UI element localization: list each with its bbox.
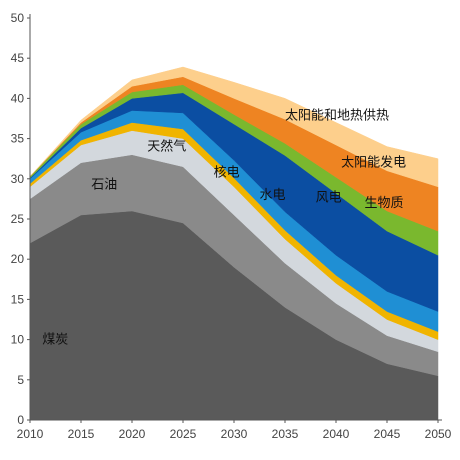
x-tick-label: 2015	[68, 427, 95, 441]
series-label: 太阳能发电	[341, 155, 406, 171]
x-tick-label: 2050	[425, 427, 452, 441]
series-label: 太阳能和地热供热	[285, 108, 389, 123]
x-tick-label: 2035	[272, 427, 299, 441]
area-series-8	[29, 66, 439, 188]
series-label: 天然气	[147, 139, 186, 155]
series-label: 生物质	[365, 196, 404, 211]
y-tick-label: 15	[11, 292, 25, 306]
y-tick-label: 20	[11, 252, 25, 266]
y-tick-label: 50	[11, 11, 25, 25]
series-label: 水电	[260, 188, 286, 203]
y-tick-label: 10	[11, 333, 25, 347]
x-tick-label: 2040	[323, 427, 350, 441]
x-tick-label: 2025	[170, 427, 197, 441]
series-label: 核电	[214, 165, 240, 180]
x-tick-label: 2045	[374, 427, 401, 441]
y-tick-label: 40	[11, 91, 25, 105]
series-label: 煤炭	[42, 333, 68, 348]
y-tick-label: 25	[11, 212, 25, 226]
y-tick-label: 30	[11, 172, 25, 186]
series-label: 风电	[316, 190, 342, 205]
area-layer	[29, 66, 439, 421]
series-label: 石油	[91, 177, 117, 192]
x-tick-label: 2010	[17, 427, 44, 441]
x-tick-label: 2030	[221, 427, 248, 441]
x-tick-label: 2020	[119, 427, 146, 441]
y-tick-label: 35	[11, 132, 25, 146]
y-tick-label: 5	[17, 373, 24, 387]
y-tick-label: 0	[17, 413, 24, 427]
y-tick-label: 45	[11, 51, 25, 65]
